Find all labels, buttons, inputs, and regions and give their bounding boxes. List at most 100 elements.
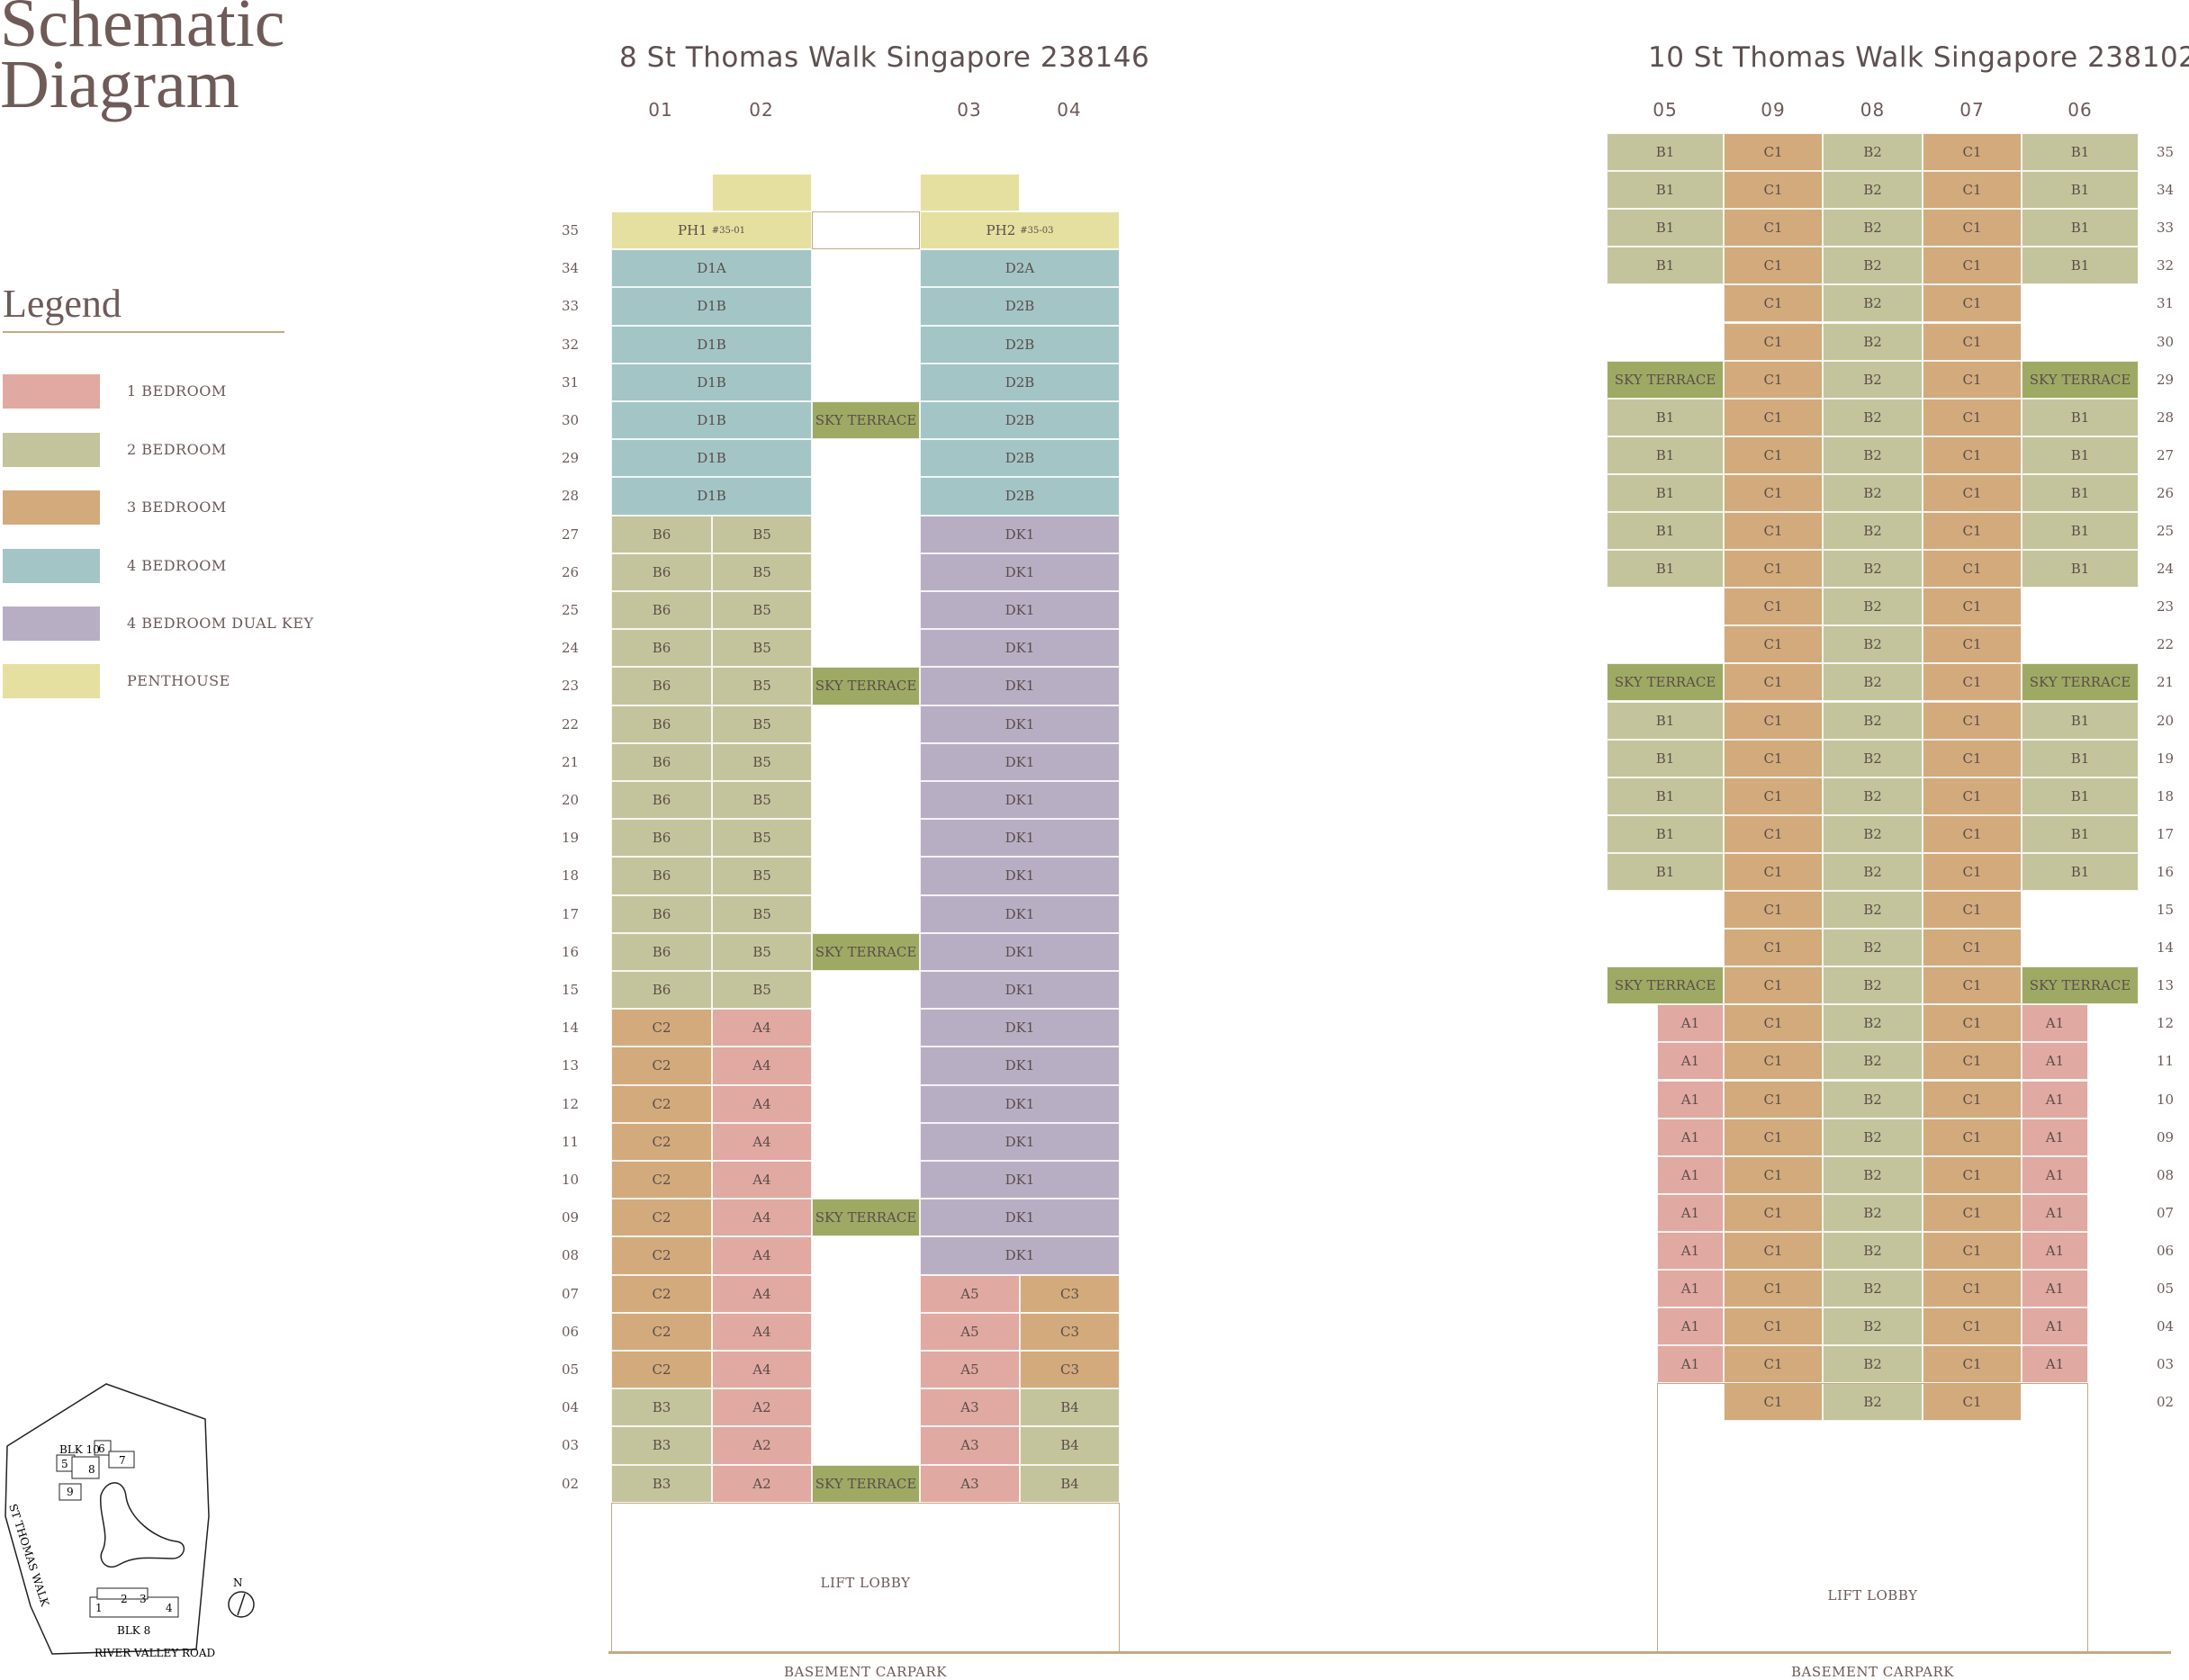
blk10-unit: C1 <box>1923 284 2022 323</box>
blk8-unit: B5 <box>712 629 812 668</box>
blk8-unit: A5 <box>920 1351 1020 1389</box>
blk8-sky-terrace: SKY TERRACE <box>812 401 920 440</box>
blk8-unit: B6 <box>611 857 712 895</box>
blk8-floor-label: 29 <box>562 450 580 467</box>
blk10-unit: B1 <box>2022 814 2139 853</box>
blk10-unit: B2 <box>1823 1118 1923 1156</box>
legend-swatch <box>3 374 100 409</box>
blk10-unit: B1 <box>1607 852 1724 891</box>
blk8-floor-label: 07 <box>562 1285 580 1302</box>
blk8-unit: A5 <box>920 1312 1020 1351</box>
blk10-unit: C1 <box>1923 966 2022 1005</box>
blk10-floor-label: 04 <box>2157 1318 2175 1335</box>
blk8-unit: DK1 <box>920 667 1120 705</box>
blk10-unit: B1 <box>1607 473 1724 512</box>
blk8-unit: C2 <box>611 1161 712 1199</box>
blk8-unit: DK1 <box>920 553 1120 591</box>
blk8-stack-header: 03 <box>957 99 982 121</box>
legend-swatch <box>3 664 100 698</box>
blk8-floor-label: 25 <box>562 602 580 618</box>
blk10-unit: C1 <box>1923 171 2022 210</box>
blk10-unit: B2 <box>1823 1042 1923 1081</box>
blk10-unit: B2 <box>1823 322 1923 361</box>
site-blk10-footprint: 5 6 7 8 9 <box>56 1440 135 1501</box>
blk8-unit: C2 <box>611 1351 712 1389</box>
blk10-unit: B1 <box>2022 701 2139 740</box>
blk10-unit: C1 <box>1724 209 1823 247</box>
blk8-unit: A4 <box>712 1084 812 1123</box>
site-stack-4: 4 <box>166 1602 173 1614</box>
blk8-unit: A4 <box>712 1009 812 1047</box>
blk10-sky-terrace: SKY TERRACE <box>1607 360 1724 399</box>
blk8-stack-header: 02 <box>749 99 774 121</box>
site-road-river-valley: RIVER VALLEY ROAD <box>95 1647 215 1659</box>
legend-divider <box>3 331 284 333</box>
blk10-unit: B2 <box>1823 1080 1923 1119</box>
blk8-unit: B6 <box>611 932 712 971</box>
legend-label: 3 BEDROOM <box>127 499 227 516</box>
blk8-unit: DK1 <box>920 591 1120 630</box>
blk10-unit: B2 <box>1823 739 1923 777</box>
blk10-lift-lobby <box>1657 1383 2088 1653</box>
blk8-unit: B5 <box>712 553 812 591</box>
blk10-unit: C1 <box>1923 1345 2022 1384</box>
title-line-1: Schematic <box>0 0 285 61</box>
blk8-unit: A2 <box>712 1426 812 1465</box>
blk8-floor-label: 02 <box>562 1475 580 1492</box>
legend-label: 2 BEDROOM <box>127 441 227 458</box>
blk8-unit: D2B <box>920 477 1120 516</box>
blk10-unit: C1 <box>1724 1307 1823 1346</box>
blk10-unit: A1 <box>1657 1042 1724 1081</box>
blk8-unit: A2 <box>712 1464 812 1503</box>
blk10-floor-label: 30 <box>2157 333 2175 350</box>
blk10-unit: C1 <box>1724 1383 1823 1422</box>
blk8-floor-label: 12 <box>562 1095 580 1112</box>
blk10-floor-label: 15 <box>2157 902 2175 918</box>
blk8-stack-header: 04 <box>1057 99 1082 121</box>
blk8-unit: DK1 <box>920 1009 1120 1047</box>
blk10-unit: C1 <box>1724 322 1823 361</box>
blk8-unit: D1B <box>611 439 812 478</box>
blk10-sky-terrace: SKY TERRACE <box>1607 966 1724 1005</box>
blk10-unit: C1 <box>1724 1080 1823 1119</box>
blk8-sky-terrace: SKY TERRACE <box>812 1464 920 1503</box>
blk10-unit: A1 <box>2022 1345 2088 1384</box>
blk10-unit: B1 <box>2022 852 2139 891</box>
site-stack-3: 3 <box>140 1593 147 1605</box>
blk10-unit: B2 <box>1823 133 1923 172</box>
blk10-floor-label: 26 <box>2157 484 2175 501</box>
blk8-unit: B6 <box>611 667 712 705</box>
blk10-unit: B1 <box>1607 171 1724 210</box>
blk8-unit: DK1 <box>920 971 1120 1010</box>
site-stack-6: 6 <box>98 1442 105 1455</box>
site-stack-1: 1 <box>95 1602 103 1614</box>
blk10-unit: C1 <box>1923 322 2022 361</box>
north-arrow-icon: N <box>228 1577 255 1618</box>
blk8-sky-terrace: SKY TERRACE <box>812 667 920 705</box>
blk10-unit: A1 <box>2022 1155 2088 1194</box>
blk8-unit: B5 <box>712 667 812 705</box>
site-stack-2: 2 <box>121 1593 128 1605</box>
blk8-floor-label: 03 <box>562 1437 580 1454</box>
blk10-unit: C1 <box>1923 247 2022 285</box>
blk8-unit: D1B <box>611 477 812 516</box>
blk8-unit: B6 <box>611 629 712 668</box>
blk8-floor-label: 28 <box>562 488 580 505</box>
blk8-unit: D1B <box>611 287 812 326</box>
blk10-unit: C1 <box>1724 1004 1823 1043</box>
blk10-unit: B1 <box>1607 436 1724 474</box>
blk10-unit: B2 <box>1823 550 1923 588</box>
blk10-floor-label: 21 <box>2157 674 2175 691</box>
legend-swatch <box>3 433 100 467</box>
blk10-floor-label: 09 <box>2157 1128 2175 1145</box>
blk8-unit: DK1 <box>920 857 1120 895</box>
blk10-unit: C1 <box>1724 701 1823 740</box>
blk10-unit: A1 <box>2022 1118 2088 1156</box>
blk8-unit: A4 <box>712 1122 812 1161</box>
blk10-unit: B1 <box>1607 739 1724 777</box>
blk8-unit: C2 <box>611 1236 712 1275</box>
blk10-unit: B2 <box>1823 814 1923 853</box>
blk10-unit: B2 <box>1823 777 1923 815</box>
blk8-sky-terrace: SKY TERRACE <box>812 1199 920 1237</box>
blk8-unit: B5 <box>712 781 812 820</box>
